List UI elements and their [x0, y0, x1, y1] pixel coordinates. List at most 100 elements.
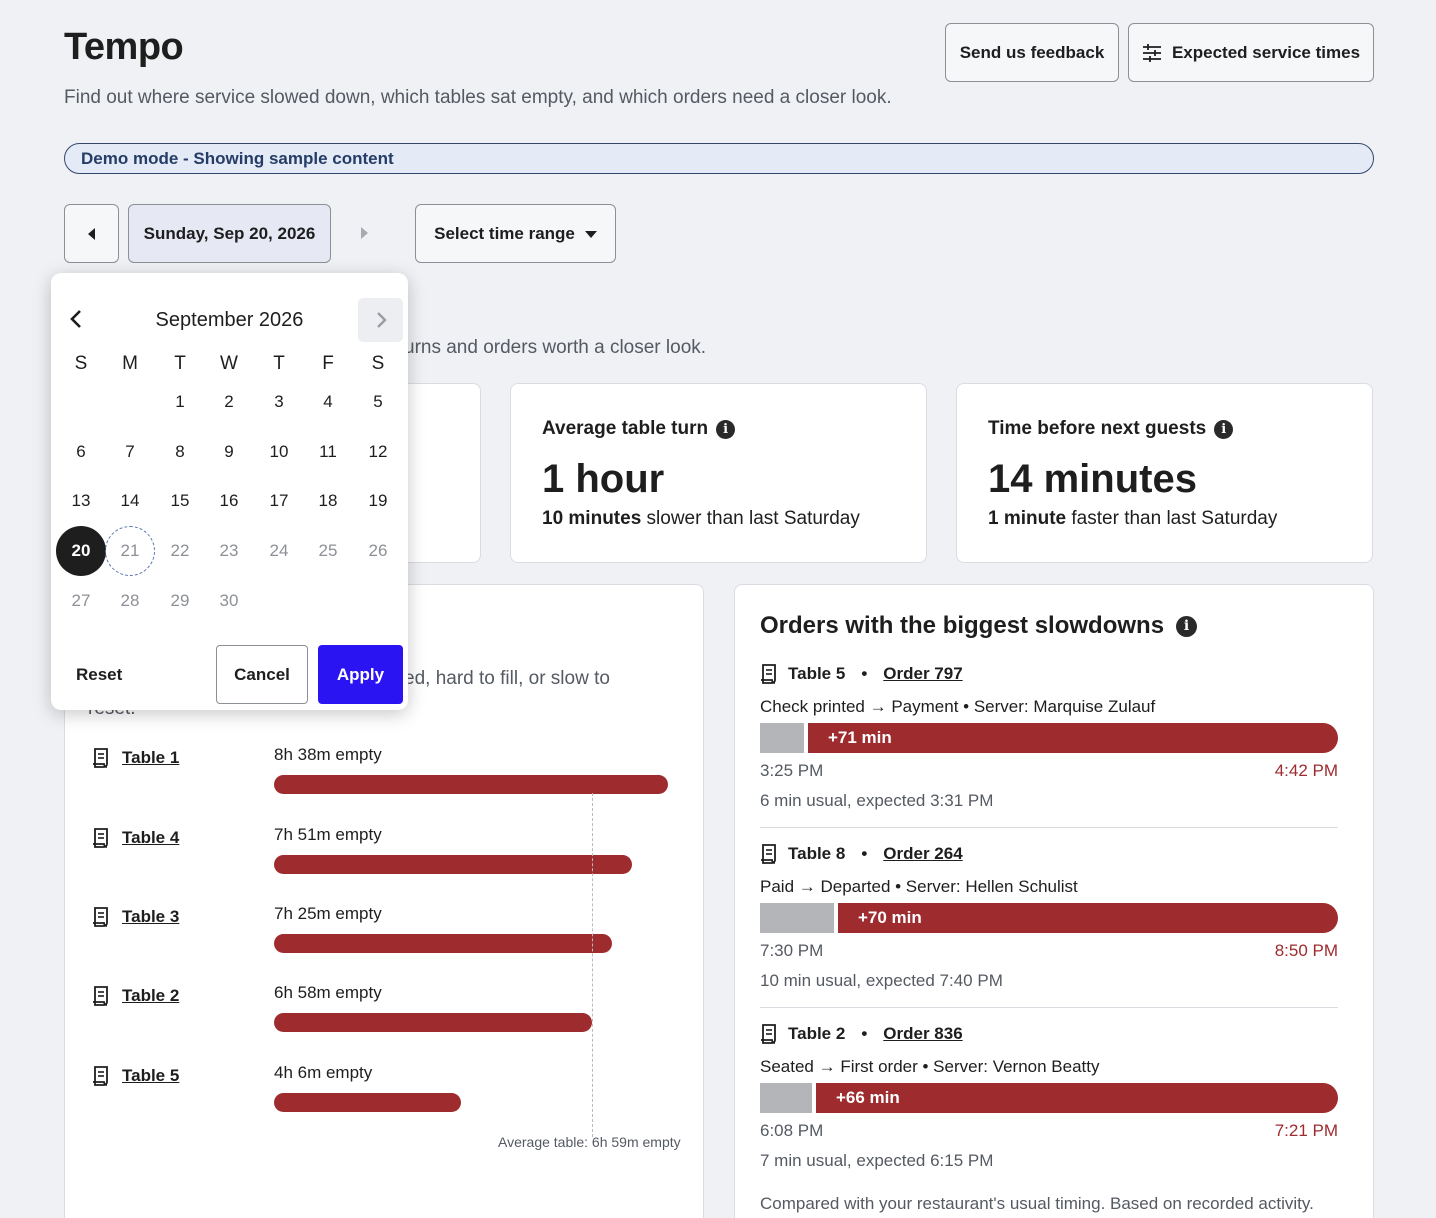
average-line: [592, 793, 593, 1137]
table-row[interactable]: Table 2: [92, 986, 179, 1006]
delay-segment: +71 min: [808, 723, 1338, 753]
caret-left-icon: [87, 227, 96, 240]
table-row[interactable]: Table 3: [92, 907, 179, 927]
table-link[interactable]: Table 1: [122, 748, 180, 767]
calendar-day[interactable]: 29: [170, 590, 190, 610]
receipt-icon: [92, 907, 110, 927]
calendar-day[interactable]: 30: [219, 590, 239, 610]
order-start-time: 6:08 PM: [760, 1121, 824, 1140]
calendar-day[interactable]: 8: [175, 441, 185, 461]
usual-time-segment: [760, 723, 804, 753]
time-range-label: Select time range: [434, 223, 575, 243]
metric-value: 14 minutes: [988, 457, 1197, 501]
table-row[interactable]: Table 5: [92, 1066, 179, 1086]
chevron-left-icon: [69, 310, 83, 333]
table-row[interactable]: Table 1: [92, 748, 179, 768]
caret-right-icon: [360, 227, 368, 239]
time-range-dropdown[interactable]: Select time range: [415, 204, 616, 263]
table-link[interactable]: Table 2: [122, 986, 180, 1005]
info-icon[interactable]: i: [716, 419, 736, 439]
calendar-day[interactable]: 24: [269, 541, 289, 561]
calendar-apply-button[interactable]: Apply: [318, 645, 403, 704]
empty-duration-bar: [274, 775, 668, 794]
date-picker-button[interactable]: Sunday, Sep 20, 2026: [128, 204, 331, 263]
calendar-day[interactable]: 11: [319, 441, 337, 461]
calendar-day[interactable]: 17: [269, 491, 289, 511]
table-link[interactable]: Table 5: [122, 1066, 180, 1085]
calendar-day[interactable]: 2: [224, 392, 234, 411]
send-feedback-label: Send us feedback: [959, 42, 1105, 62]
order-description: Seated → First order • Server: Vernon Be…: [760, 1057, 1100, 1076]
info-icon[interactable]: i: [1214, 419, 1234, 439]
expected-service-times-button[interactable]: Expected service times: [1128, 23, 1374, 82]
calendar-day[interactable]: 19: [368, 491, 388, 511]
calendar-day[interactable]: 18: [318, 491, 338, 511]
chevron-down-icon: [584, 230, 597, 238]
calendar-day[interactable]: 28: [120, 590, 140, 610]
previous-day-button[interactable]: [64, 204, 119, 263]
receipt-icon: [92, 828, 110, 848]
weekday-header: M: [122, 353, 138, 374]
calendar-day-today[interactable]: 21: [105, 526, 155, 577]
metric-delta-text: faster than last Saturday: [1066, 508, 1278, 529]
calendar-day[interactable]: 7: [125, 441, 135, 461]
receipt-icon: [760, 844, 778, 864]
weekday-header: T: [174, 353, 186, 374]
order-end-time: 4:42 PM: [1274, 761, 1338, 780]
empty-tables-description: ed, hard to fill, or slow to: [404, 668, 610, 689]
empty-duration-bar: [274, 934, 612, 953]
order-divider: [760, 827, 1338, 828]
calendar-day[interactable]: 26: [368, 541, 388, 561]
calendar-day[interactable]: 25: [318, 541, 338, 561]
calendar-day[interactable]: 15: [170, 491, 190, 511]
order-header: Table 8 • Order 264: [760, 844, 963, 864]
weekday-header: W: [220, 353, 238, 374]
calendar-day[interactable]: 12: [368, 441, 388, 461]
calendar-day[interactable]: 10: [269, 441, 289, 461]
metric-delta: 10 minutes slower than last Saturday: [542, 508, 860, 530]
previous-month-button[interactable]: [69, 309, 89, 331]
info-icon[interactable]: i: [1176, 615, 1198, 637]
order-link[interactable]: Order 797: [883, 664, 963, 683]
order-expected-note: 7 min usual, expected 6:15 PM: [760, 1151, 994, 1170]
calendar-day[interactable]: 13: [71, 491, 91, 511]
send-feedback-button[interactable]: Send us feedback: [945, 23, 1119, 82]
order-table: Table 8: [788, 844, 846, 863]
calendar-cancel-button[interactable]: Cancel: [216, 645, 308, 704]
order-expected-note: 6 min usual, expected 3:31 PM: [760, 791, 994, 810]
table-link[interactable]: Table 3: [122, 907, 180, 926]
expected-service-times-label: Expected service times: [1171, 42, 1361, 62]
table-link[interactable]: Table 4: [122, 828, 180, 847]
next-day-button[interactable]: [360, 226, 376, 242]
calendar-day[interactable]: 27: [71, 590, 91, 610]
calendar-day[interactable]: 4: [323, 392, 333, 411]
order-timing-bar: +71 min: [760, 723, 1338, 753]
calendar-day[interactable]: 6: [76, 441, 86, 461]
calendar-popover: September 2026 S M T W T F S 1 2 3 4 5 6 7 8 9 10 11 12 13 1…: [51, 273, 408, 710]
empty-duration-bar: [274, 1013, 592, 1032]
calendar-day[interactable]: 1: [175, 392, 185, 411]
calendar-day[interactable]: 5: [373, 392, 383, 411]
calendar-day[interactable]: 22: [170, 541, 190, 561]
weekday-header: S: [371, 353, 385, 374]
order-link[interactable]: Order 264: [883, 844, 963, 863]
order-start-time: 7:30 PM: [760, 941, 824, 960]
receipt-icon: [760, 1024, 778, 1044]
weekday-header: T: [273, 353, 285, 374]
next-month-button[interactable]: [358, 298, 403, 342]
calendar-day[interactable]: 23: [219, 541, 239, 561]
section-intro: urns and orders worth a closer look.: [404, 337, 707, 358]
order-divider: [760, 1007, 1338, 1008]
calendar-day[interactable]: 3: [274, 392, 284, 411]
calendar-day[interactable]: 14: [120, 491, 140, 511]
order-link[interactable]: Order 836: [883, 1024, 963, 1043]
calendar-reset-button[interactable]: Reset: [76, 665, 123, 684]
calendar-day-selected[interactable]: 20: [56, 526, 106, 577]
table-row[interactable]: Table 4: [92, 828, 179, 848]
calendar-day[interactable]: 16: [219, 491, 239, 511]
calendar-day[interactable]: 9: [224, 441, 234, 461]
order-table: Table 2: [788, 1024, 846, 1043]
order-start-time: 3:25 PM: [760, 761, 824, 780]
chevron-right-icon: [375, 311, 387, 329]
page-subtitle: Find out where service slowed down, whic…: [64, 87, 892, 108]
